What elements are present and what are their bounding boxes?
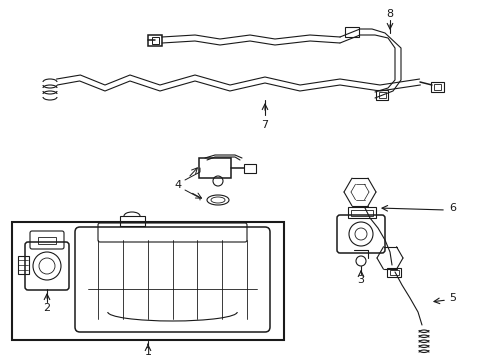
Bar [151,36,158,44]
Bar [12,222,284,340]
Text: 1: 1 [144,347,151,357]
Text: 5: 5 [448,293,456,303]
Bar [199,158,230,178]
Text: 7: 7 [261,120,268,130]
Bar [433,84,440,90]
Bar [345,27,358,37]
Bar [386,267,400,276]
Text: 4: 4 [174,180,181,190]
Bar [120,216,145,226]
Bar [347,207,375,218]
Bar [350,210,372,216]
Text: 3: 3 [357,275,364,285]
Text: 8: 8 [386,9,393,19]
Bar [378,92,385,98]
Bar [38,237,56,244]
Bar [389,270,398,274]
Bar [375,90,387,100]
Bar [429,82,443,92]
Bar [18,256,29,274]
Bar [148,35,162,45]
Text: 2: 2 [43,303,50,313]
Text: 6: 6 [448,203,456,213]
Bar [244,163,256,172]
